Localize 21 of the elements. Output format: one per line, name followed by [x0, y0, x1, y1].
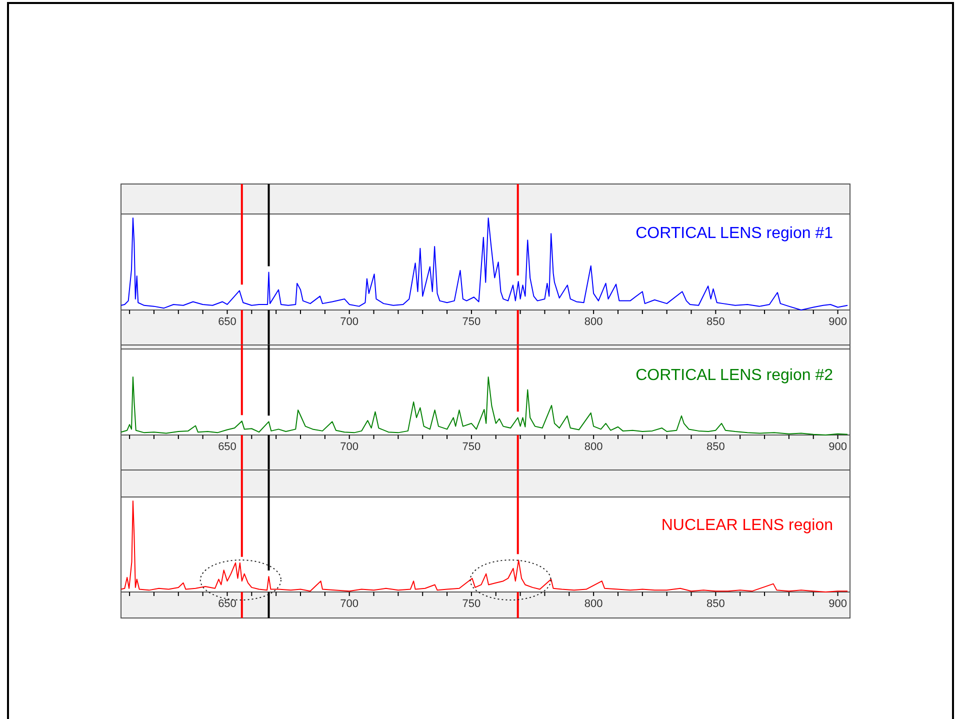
- x-tick-label: 850: [706, 440, 725, 453]
- x-tick-label: 850: [706, 598, 725, 610]
- x-tick-label: 650: [218, 598, 236, 610]
- x-tick-label: 700: [340, 598, 359, 610]
- x-tick-label: 850: [706, 316, 725, 328]
- x-tick-label: 900: [828, 316, 847, 328]
- x-tick-label: 800: [584, 598, 603, 610]
- x-tick-label: 700: [340, 440, 359, 453]
- x-tick-label: 900: [828, 598, 847, 610]
- x-tick-label: 750: [462, 598, 481, 610]
- x-tick-label: 750: [462, 316, 481, 328]
- x-tick-label: 900: [828, 440, 847, 453]
- text: CORTICAL LENS region #2: [636, 367, 834, 384]
- text: NUCLEAR LENS region: [661, 517, 833, 534]
- x-tick-label: 650: [218, 440, 236, 453]
- x-tick-label: 800: [584, 440, 603, 453]
- x-tick-label: 650: [218, 316, 236, 328]
- x-tick-label: 700: [340, 316, 359, 328]
- x-tick-label: 750: [462, 440, 481, 453]
- x-tick-label: 800: [584, 316, 603, 328]
- text: CORTICAL LENS region #1: [636, 225, 834, 242]
